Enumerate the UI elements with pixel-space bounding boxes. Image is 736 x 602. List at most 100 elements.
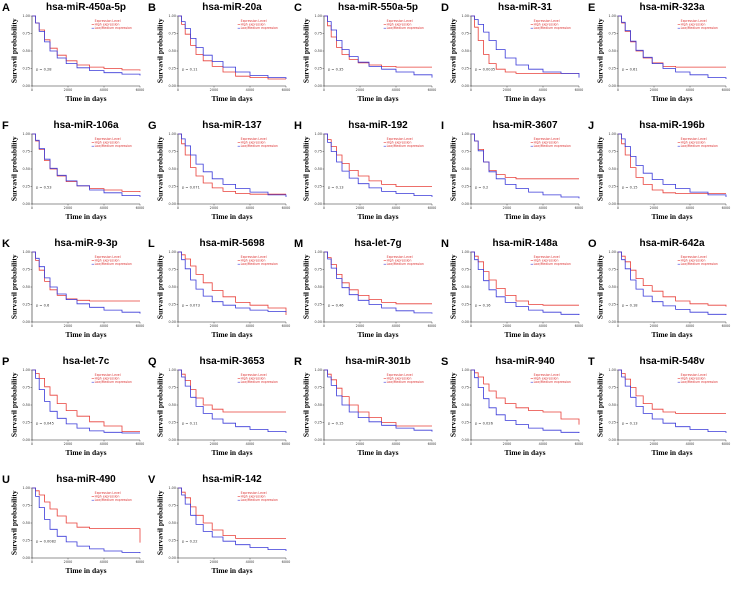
- legend-entry: Low/Medium expression: [95, 262, 132, 266]
- legend-entry: Expression Level: [681, 373, 707, 377]
- p-value: p = 0.071: [182, 186, 200, 190]
- panel-letter: U: [2, 474, 10, 486]
- legend-entry: Expression Level: [241, 491, 267, 495]
- y-tick-label: 0.00: [461, 438, 469, 442]
- legend-entry: Expression Level: [534, 255, 560, 259]
- legend-entry: Expression Level: [241, 255, 267, 259]
- x-tick-label: 4000: [246, 442, 255, 446]
- x-tick-label: 4000: [100, 324, 109, 328]
- x-tick-label: 4000: [100, 206, 109, 210]
- panel-letter: B: [148, 2, 156, 14]
- y-tick-label: 0.25: [168, 185, 176, 189]
- x-tick-label: 4000: [246, 206, 255, 210]
- x-tick-label: 4000: [100, 560, 109, 564]
- y-tick-label: 0.25: [168, 303, 176, 307]
- y-axis-label: Survavil probability: [448, 136, 458, 202]
- km-plot: 0.00 0.25 0.50 0.75 1.00 0 2000 4000 6000 p = 0.1…: [608, 368, 730, 446]
- x-axis-label: Time in days: [357, 330, 399, 339]
- x-tick-label: 6000: [575, 324, 584, 328]
- x-axis-label: Time in days: [651, 94, 693, 103]
- x-axis-label: Time in days: [65, 212, 107, 221]
- y-tick-label: 0.25: [314, 421, 322, 425]
- panel-title: hsa-miR-548v: [639, 356, 705, 367]
- panel-title: hsa-miR-490: [56, 474, 116, 485]
- series-line-low: [32, 369, 140, 434]
- x-tick-label: 6000: [136, 560, 145, 564]
- km-plot: 0.00 0.25 0.50 0.75 1.00 0 2000 4000 6000 p = 0.1…: [314, 368, 437, 446]
- x-tick-label: 4000: [539, 442, 548, 446]
- panel-title: hsa-miR-106a: [53, 120, 119, 131]
- km-plot: 0.00 0.25 0.50 0.75 1.00 0 2000 4000 6000 p = 0.1…: [168, 14, 291, 92]
- x-tick-label: 0: [323, 324, 325, 328]
- y-tick-label: 0.25: [168, 421, 176, 425]
- y-tick-label: 1.00: [168, 368, 176, 372]
- legend-entry: Low/Medium expression: [95, 144, 132, 148]
- legend-entry: Low/Medium expression: [95, 498, 132, 502]
- y-tick-label: 0.00: [168, 320, 176, 324]
- legend-entry: High expression: [534, 141, 559, 145]
- legend-entry: Low/Medium expression: [534, 144, 571, 148]
- legend-entry: High expression: [681, 377, 706, 381]
- x-axis-label: Time in days: [651, 330, 693, 339]
- series-line-low: [324, 251, 433, 314]
- y-tick-label: 0.50: [22, 521, 30, 525]
- km-plot: 0.00 0.25 0.50 0.75 1.00 0 2000 4000 6000 p = 0.0…: [461, 368, 583, 446]
- legend-entry: High expression: [241, 23, 266, 27]
- panel-title: hsa-miR-20a: [202, 2, 262, 13]
- y-tick-label: 0.75: [22, 32, 30, 36]
- x-axis-label: Time in days: [504, 330, 546, 339]
- x-axis-label: Time in days: [357, 212, 399, 221]
- y-tick-label: 0.50: [168, 403, 176, 407]
- x-tick-label: 2000: [64, 442, 73, 446]
- x-tick-label: 2000: [210, 442, 219, 446]
- legend-entry: Expression Level: [534, 137, 560, 141]
- y-tick-label: 0.50: [608, 49, 616, 53]
- series-line-high: [178, 15, 286, 80]
- x-tick-label: 0: [470, 206, 472, 210]
- p-value: p = 0.073: [182, 304, 200, 308]
- x-tick-label: 0: [31, 206, 33, 210]
- x-tick-label: 4000: [686, 88, 695, 92]
- legend-entry: High expression: [241, 495, 266, 499]
- km-plot: 0.00 0.25 0.50 0.75 1.00 0 2000 4000 6000 p = 0.1…: [608, 132, 730, 210]
- km-plot: 0.00 0.25 0.50 0.75 1.00 0 2000 4000 6000 p = 0.4…: [314, 250, 436, 328]
- panel-letter: S: [441, 356, 449, 368]
- panel-letter: P: [2, 356, 10, 368]
- panel-title: hsa-miR-196b: [639, 120, 705, 131]
- x-tick-label: 6000: [428, 442, 437, 446]
- km-plot: 0.00 0.25 0.50 0.75 1.00 0 2000 4000 6000 p = 0.2…: [168, 486, 290, 564]
- series-line-high: [178, 133, 286, 195]
- p-value: p = 0.0082: [36, 540, 56, 544]
- y-tick-label: 1.00: [168, 14, 176, 18]
- km-plot: 0.00 0.25 0.50 0.75 1.00 0 2000 4000 6000 p = 0.0…: [168, 132, 290, 210]
- y-axis-label: Survavil probability: [155, 490, 165, 556]
- x-axis-label: Time in days: [65, 448, 107, 457]
- p-value: p = 0.22: [182, 540, 198, 544]
- y-tick-label: 0.00: [314, 438, 322, 442]
- x-axis-label: Time in days: [504, 448, 546, 457]
- panel-letter: Q: [148, 356, 157, 368]
- x-tick-label: 4000: [392, 88, 401, 92]
- km-plot: 0.00 0.25 0.50 0.75 1.00 0 2000 4000 6000 p = 0.6…: [22, 250, 144, 328]
- series-line-low: [471, 369, 580, 433]
- x-tick-label: 4000: [686, 324, 695, 328]
- series-line-high: [618, 251, 727, 307]
- panel-title: hsa-miR-940: [495, 356, 555, 367]
- x-axis-label: Time in days: [651, 212, 693, 221]
- y-tick-label: 0.25: [461, 303, 469, 307]
- x-tick-label: 6000: [282, 88, 291, 92]
- panel-letter: J: [588, 120, 595, 132]
- y-tick-label: 0.50: [22, 403, 30, 407]
- x-tick-label: 2000: [210, 88, 219, 92]
- p-value: p = 0.15: [622, 186, 638, 190]
- series-line-high: [32, 133, 141, 193]
- y-tick-label: 0.00: [22, 438, 30, 442]
- panel-letter: C: [294, 2, 302, 14]
- legend-entry: Low/Medium expression: [681, 144, 718, 148]
